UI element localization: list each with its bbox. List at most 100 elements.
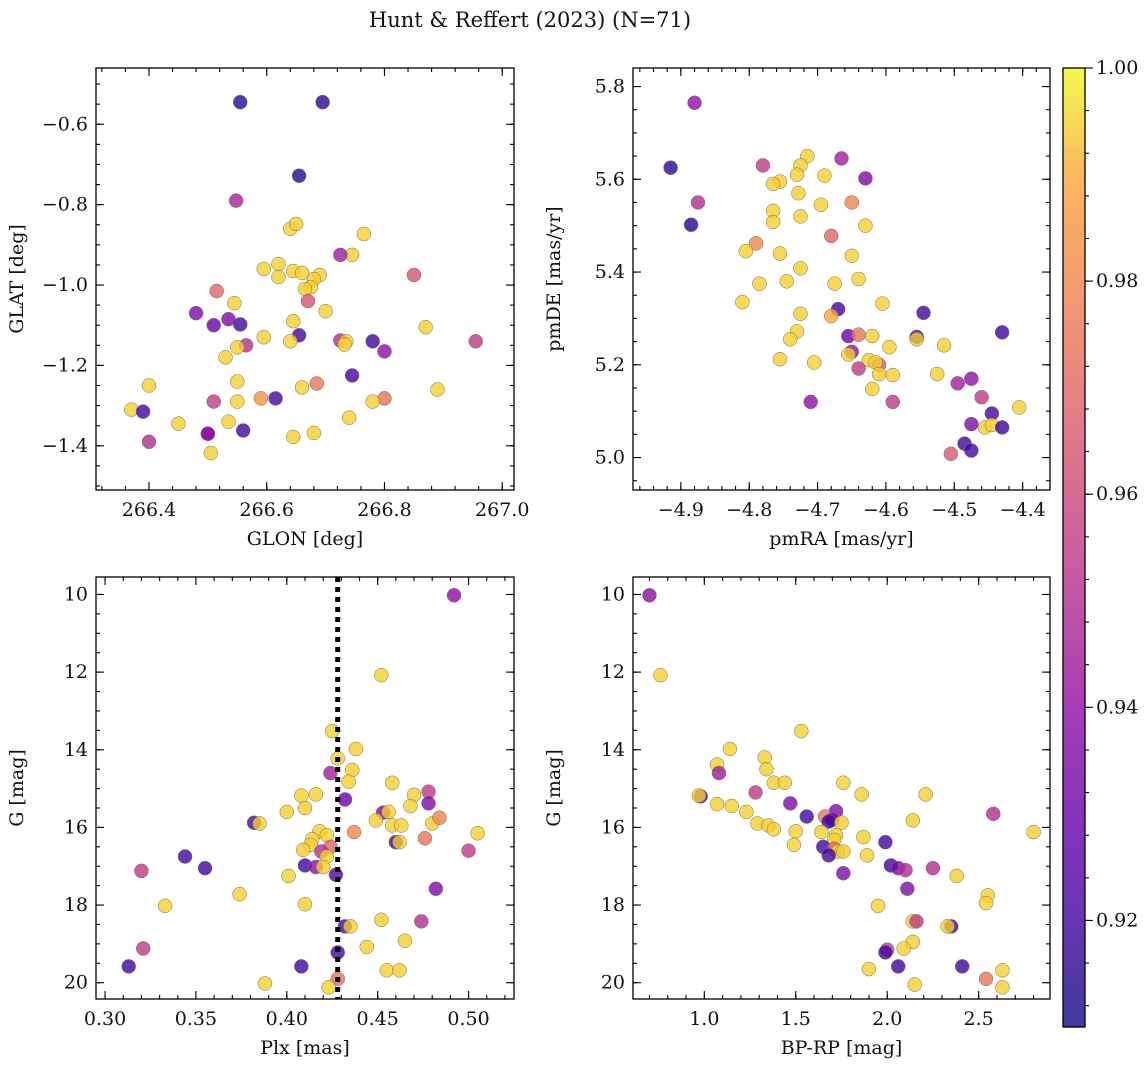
data-point [752,276,767,291]
data-point [940,919,955,934]
x-tick-label: 266.6 [240,499,294,521]
data-point [209,283,224,299]
data-point [197,860,213,876]
data-point [788,824,804,839]
data-point [823,308,839,324]
panel-color-magnitude: 1.0 1.5 2.0 2.5 10 12 14 16 18 20 BP-RP [mag] G [ma… [543,576,1051,1059]
data-point [1026,824,1041,840]
y-tick-label: −1.0 [42,274,88,296]
x-tick-label: 0.50 [447,1008,489,1030]
data-point [905,813,921,828]
data-point [974,390,989,405]
data-point [177,849,193,864]
data-point [365,334,380,349]
ticks [96,577,514,999]
x-tick-label: 266.4 [122,499,176,521]
data-point [722,741,738,757]
axes-frame [632,576,1051,1000]
data-point [333,247,348,263]
y-tick-label: 5.4 [595,261,625,283]
figure-title: Hunt & Reffert (2023) (N=71) [369,8,691,32]
data-point [994,325,1010,340]
data-point [803,394,818,410]
x-tick-label: −4.4 [1000,499,1046,521]
data-point [851,327,866,342]
data-point [257,976,273,991]
data-point [748,236,764,251]
data-point [171,416,186,431]
data-point [344,368,360,383]
data-point [418,319,433,335]
data-point [793,209,808,224]
x-tick-label: 2.5 [964,1008,994,1030]
data-point [218,350,233,365]
data-point [397,933,413,949]
data-point [432,810,447,825]
y-tick-label: −0.8 [42,194,88,216]
data-point [994,420,1010,435]
axes-frame [95,67,515,491]
data-point [271,256,286,272]
x-tick-label: 1.0 [689,1008,719,1030]
y-tick-label: −1.4 [42,435,88,457]
data-point [315,94,330,110]
x-tick-label: −4.5 [931,499,977,521]
data-point [230,394,245,409]
plot-area [96,577,514,999]
data-point [793,261,808,276]
data-point [827,276,842,291]
data-point [279,804,295,820]
y-tick-label: 20 [64,972,88,994]
y-axis-label: G [mag] [543,749,565,827]
x-tick-label: 266.8 [357,499,411,521]
colorbar-frame [1062,67,1086,1028]
data-point [844,195,860,210]
data-point [203,445,219,461]
data-point [232,317,248,332]
y-axis-label: pmDE [mas/yr] [543,206,565,351]
data-point [851,271,866,287]
data-point [871,366,887,382]
data-point [341,774,356,789]
data-point [896,941,911,956]
data-point [900,881,915,896]
data-point [683,217,699,232]
data-points [124,94,483,461]
data-point [909,332,924,347]
data-point [964,443,979,458]
x-axis-label: Plx [mas] [260,1037,350,1059]
data-point [297,281,313,297]
data-point [783,796,798,811]
x-axis-label: BP-RP [mag] [781,1037,903,1059]
data-point [834,815,849,830]
data-point [135,404,151,419]
colorbar-tick-label: 1.00 [1096,57,1138,79]
data-point [470,825,485,841]
data-point [134,863,149,879]
y-axis-label: G [mag] [6,749,28,827]
data-point [337,337,352,352]
x-axis-label: GLON [deg] [247,528,363,550]
data-point [793,306,808,322]
data-point [253,391,269,406]
data-point [157,898,173,914]
data-point [346,824,362,840]
data-point [724,798,740,814]
data-point [281,868,296,884]
data-point [817,168,832,183]
data-point [295,842,311,858]
data-point [878,945,893,960]
data-point [738,243,754,259]
data-point [885,367,901,383]
data-point [461,843,476,858]
data-point [394,818,409,833]
data-point [384,775,400,791]
data-point [297,800,313,816]
data-point [861,961,877,977]
data-point [235,423,251,438]
colorbar-tick-label: 0.94 [1096,696,1138,718]
data-point [844,248,860,264]
y-tick-label: 20 [601,972,625,994]
data-point [379,963,395,978]
data-point [878,834,893,850]
